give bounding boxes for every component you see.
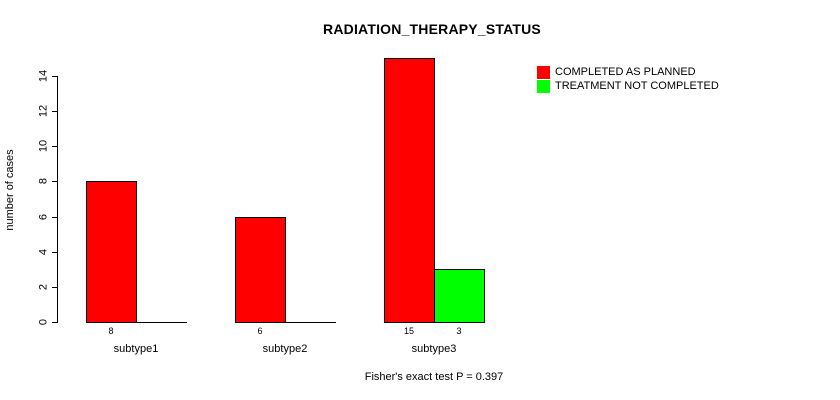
- bar-value-label: 6: [257, 326, 263, 336]
- y-axis-tick: [52, 111, 57, 112]
- x-axis-category-label-subtype1: subtype1: [113, 343, 159, 355]
- y-axis-line: [57, 76, 58, 323]
- x-axis-category-label-subtype2: subtype2: [262, 343, 308, 355]
- y-axis-tick: [52, 217, 57, 218]
- legend-label-not-completed: TREATMENT NOT COMPLETED: [555, 80, 719, 92]
- bar-subtype3-series1: [434, 269, 485, 323]
- bar-value-label: 3: [456, 326, 462, 336]
- legend: COMPLETED AS PLANNED TREATMENT NOT COMPL…: [537, 65, 719, 93]
- y-axis-tick: [52, 146, 57, 147]
- y-axis-tick-label: 12: [37, 104, 50, 118]
- y-axis-tick: [52, 322, 57, 323]
- y-axis-tick: [52, 181, 57, 182]
- y-axis-tick-label: 0: [37, 318, 50, 326]
- bar-subtype3-series0: [384, 58, 435, 323]
- y-axis-tick-label: 4: [37, 248, 50, 256]
- bar-value-label: 15: [403, 326, 415, 336]
- y-axis-tick: [52, 252, 57, 253]
- legend-label-completed: COMPLETED AS PLANNED: [555, 66, 696, 78]
- y-axis-tick-label: 10: [37, 139, 50, 153]
- legend-item-completed: COMPLETED AS PLANNED: [537, 65, 719, 79]
- legend-swatch-red: [537, 65, 550, 79]
- footnote-pvalue: Fisher's exact test P = 0.397: [364, 371, 504, 383]
- bar-subtype2-series0: [235, 217, 286, 323]
- legend-item-not-completed: TREATMENT NOT COMPLETED: [537, 79, 719, 93]
- chart-title: RADIATION_THERAPY_STATUS: [323, 21, 541, 37]
- legend-swatch-green: [537, 79, 550, 93]
- y-axis-tick-label: 8: [37, 177, 50, 185]
- y-axis-tick: [52, 287, 57, 288]
- bar-subtype1-series0: [86, 181, 137, 323]
- y-axis-tick-label: 14: [37, 69, 50, 83]
- y-axis-tick: [52, 76, 57, 77]
- y-axis-tick-label: 2: [37, 283, 50, 291]
- y-axis-tick-label: 6: [37, 213, 50, 221]
- x-axis-category-label-subtype3: subtype3: [411, 343, 457, 355]
- bar-value-label: 8: [108, 326, 114, 336]
